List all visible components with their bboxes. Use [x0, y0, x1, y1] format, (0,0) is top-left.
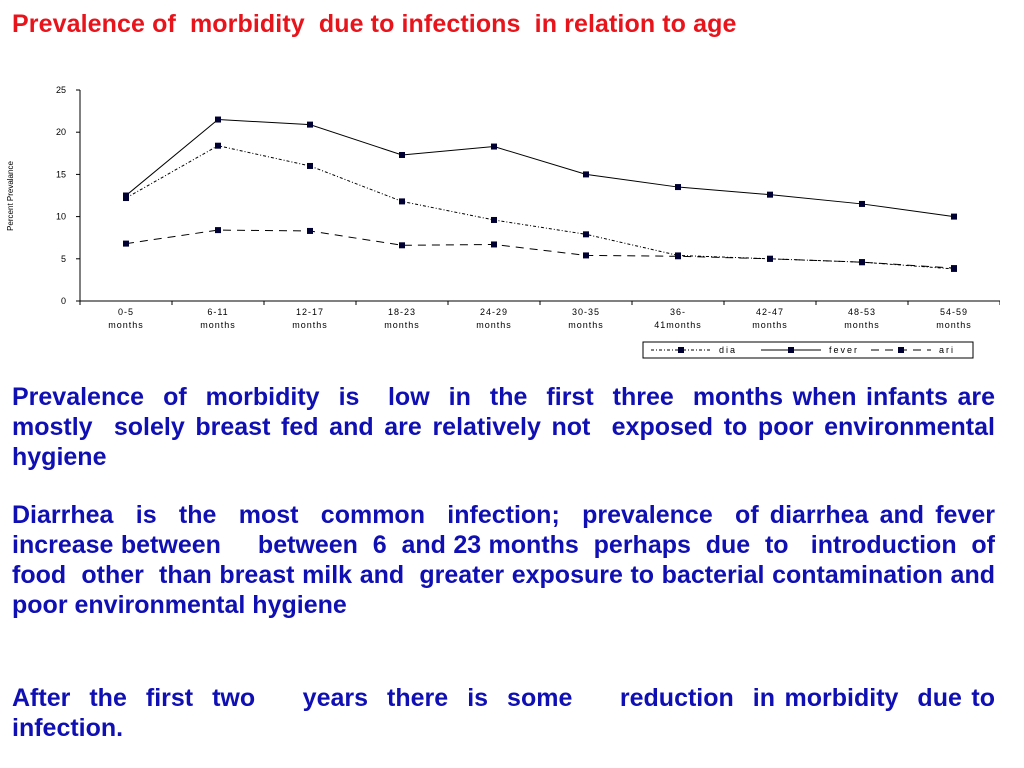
series-fever-point	[215, 116, 221, 123]
series-fever-point	[675, 184, 681, 191]
series-fever-point	[491, 143, 497, 150]
y-tick-label: 5	[61, 254, 66, 264]
legend-label-fever: fever	[829, 345, 859, 355]
series-fever-point	[123, 192, 129, 199]
series-dia-point	[215, 142, 221, 149]
slide-title: Prevalence of morbidity due to infection…	[12, 10, 737, 38]
legend-marker-ari	[898, 347, 904, 353]
series-ari-point	[583, 252, 589, 259]
x-tick-label: 42-47	[756, 307, 784, 317]
series-fever-point	[767, 191, 773, 198]
x-tick-label: months	[476, 320, 512, 330]
x-tick-label: months	[292, 320, 328, 330]
x-tick-label: 30-35	[572, 307, 600, 317]
series-fever-point	[399, 151, 405, 158]
series-ari-point	[675, 253, 681, 260]
y-tick-label: 15	[56, 169, 66, 179]
series-ari-point	[399, 242, 405, 249]
x-tick-label: 0-5	[118, 307, 134, 317]
x-tick-label: 6-11	[207, 307, 228, 317]
paragraph-3: After the first two years there is some …	[12, 684, 1002, 742]
x-tick-label: 48-53	[848, 307, 876, 317]
y-tick-label: 20	[56, 127, 66, 137]
legend-label-dia: dia	[719, 345, 737, 355]
series-ari-line	[125, 229, 955, 269]
series-ari-point	[859, 259, 865, 266]
y-axis-label: Percent Prevalance	[6, 161, 15, 231]
x-tick-label: months	[200, 320, 236, 330]
series-dia-line	[125, 145, 955, 270]
y-tick-label: 25	[56, 85, 66, 95]
y-tick-label: 10	[56, 212, 66, 222]
legend-marker-dia	[678, 347, 684, 353]
series-ari-point	[491, 241, 497, 248]
x-tick-label: 24-29	[480, 307, 508, 317]
series-ari-point	[215, 227, 221, 234]
series-ari-point	[767, 255, 773, 262]
x-tick-label: months	[568, 320, 604, 330]
paragraph-1: Prevalence of morbidity is low in the fi…	[12, 383, 1009, 471]
x-tick-label: 36-	[670, 307, 686, 317]
series-lines	[123, 116, 957, 272]
x-tick-label: months	[844, 320, 880, 330]
x-tick-label: months	[108, 320, 144, 330]
legend-label-ari: ari	[939, 345, 955, 355]
series-fever-line	[125, 119, 955, 218]
series-fever-point	[859, 200, 865, 207]
series-fever-point	[307, 121, 313, 128]
x-tick-labels: 0-5 months 6-11 months 12-17 months 18-23 month…	[108, 307, 972, 330]
legend-marker-fever	[788, 347, 794, 353]
y-tick-label: 0	[61, 296, 66, 306]
series-dia-point	[399, 198, 405, 205]
chart-axes	[76, 89, 1000, 305]
y-tick-labels: 0 5 10 15 20 25	[56, 85, 66, 306]
series-ari-point	[123, 240, 129, 247]
x-tick-label: 18-23	[388, 307, 416, 317]
x-tick-label: 12-17	[296, 307, 324, 317]
x-tick-label: 54-59	[940, 307, 968, 317]
prevalence-line-chart: Percent Prevalance 0 5 10 15 20 25 0-5 months 6…	[6, 85, 1000, 359]
series-ari-point	[307, 227, 313, 234]
x-tick-label: months	[384, 320, 420, 330]
series-dia-point	[583, 231, 589, 238]
legend: dia fever ari	[642, 341, 974, 359]
series-dia-point	[307, 162, 313, 169]
series-fever-point	[583, 171, 589, 178]
series-fever-point	[951, 213, 957, 220]
x-tick-label: months	[936, 320, 972, 330]
x-tick-label: 41months	[654, 320, 702, 330]
x-tick-label: months	[752, 320, 788, 330]
series-dia-point	[491, 216, 497, 223]
series-ari-point	[951, 265, 957, 272]
paragraph-2: Diarrhea is the most common infection; p…	[12, 501, 1009, 619]
